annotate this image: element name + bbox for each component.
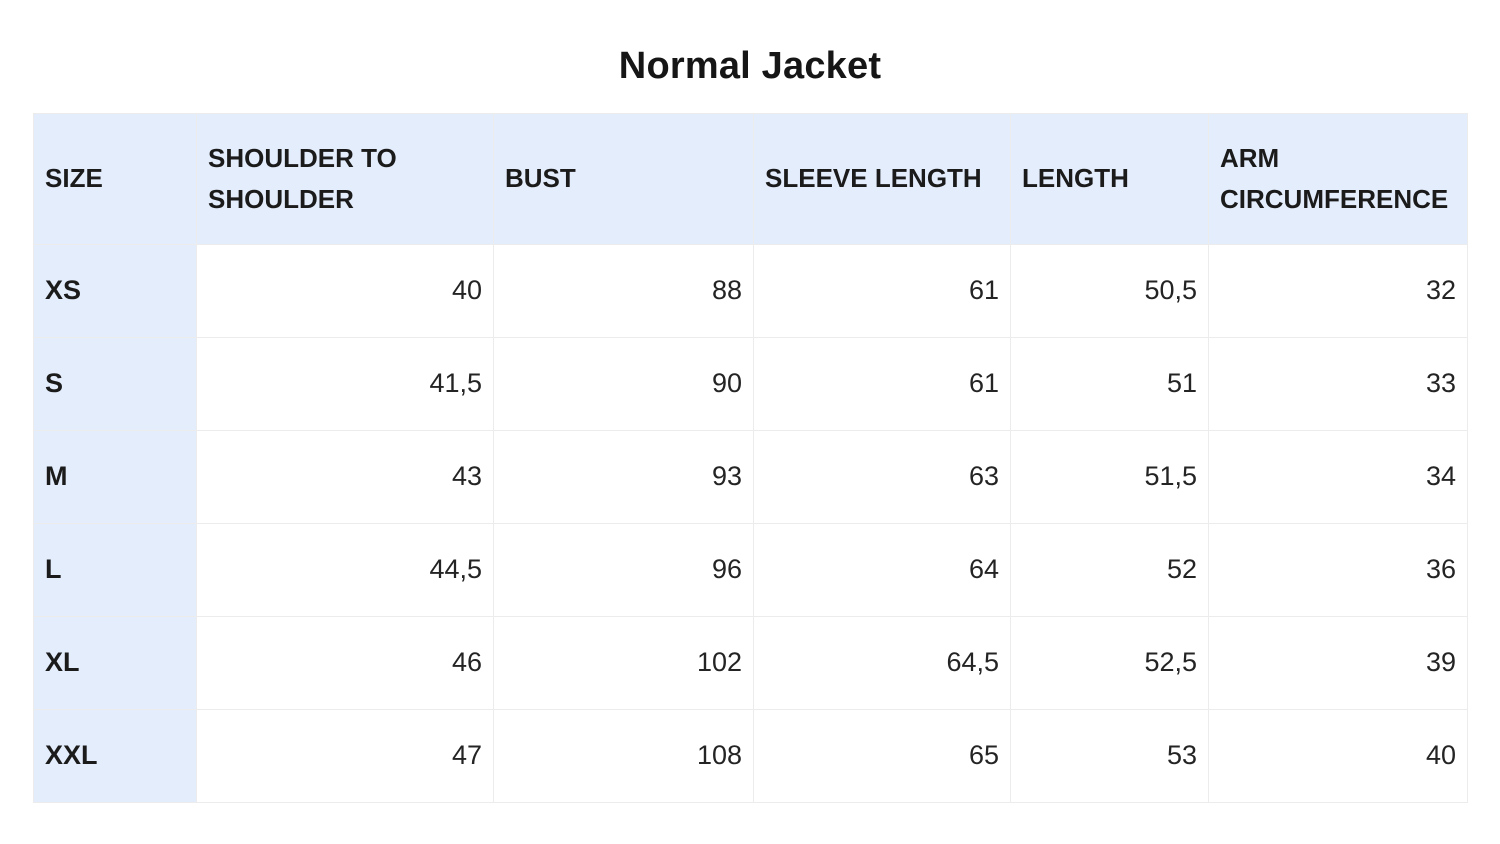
table-row-s: S 41,5 90 61 51 33 (33, 336, 1468, 431)
measurement-cell: 64 (753, 522, 1011, 617)
measurement-cell: 90 (493, 336, 754, 431)
table-row-m: M 43 93 63 51,5 34 (33, 429, 1468, 524)
column-header-size: SIZE (33, 112, 197, 245)
measurement-cell: 52 (1010, 522, 1209, 617)
measurement-cell: 102 (493, 615, 754, 710)
measurement-cell: 47 (196, 708, 494, 803)
column-header-sleeve-length: SLEEVE LENGTH (753, 112, 1011, 245)
size-cell: M (33, 429, 197, 524)
table-row-xl: XL 46 102 64,5 52,5 39 (33, 615, 1468, 710)
column-header-bust: BUST (493, 112, 754, 245)
measurement-cell: 63 (753, 429, 1011, 524)
size-chart-table: SIZE SHOULDER TO SHOULDER BUST SLEEVE LE… (33, 112, 1468, 803)
measurement-cell: 96 (493, 522, 754, 617)
size-cell: S (33, 336, 197, 431)
column-header-arm-circumference: ARM CIRCUMFERENCE (1208, 112, 1468, 245)
measurement-cell: 88 (493, 243, 754, 338)
size-cell: XXL (33, 708, 197, 803)
measurement-cell: 40 (1208, 708, 1468, 803)
measurement-cell: 64,5 (753, 615, 1011, 710)
measurement-cell: 44,5 (196, 522, 494, 617)
measurement-cell: 61 (753, 336, 1011, 431)
column-header-length: LENGTH (1010, 112, 1209, 245)
measurement-cell: 40 (196, 243, 494, 338)
measurement-cell: 32 (1208, 243, 1468, 338)
measurement-cell: 52,5 (1010, 615, 1209, 710)
measurement-cell: 65 (753, 708, 1011, 803)
measurement-cell: 46 (196, 615, 494, 710)
size-cell: XS (33, 243, 197, 338)
table-row-l: L 44,5 96 64 52 36 (33, 522, 1468, 617)
measurement-cell: 41,5 (196, 336, 494, 431)
header-row: SIZE SHOULDER TO SHOULDER BUST SLEEVE LE… (33, 112, 1468, 245)
measurement-cell: 51,5 (1010, 429, 1209, 524)
measurement-cell: 51 (1010, 336, 1209, 431)
measurement-cell: 34 (1208, 429, 1468, 524)
table-row-xxl: XXL 47 108 65 53 40 (33, 708, 1468, 803)
size-cell: L (33, 522, 197, 617)
measurement-cell: 93 (493, 429, 754, 524)
measurement-cell: 39 (1208, 615, 1468, 710)
measurement-cell: 108 (493, 708, 754, 803)
measurement-cell: 61 (753, 243, 1011, 338)
page-title: Normal Jacket (618, 45, 882, 87)
table-row-xs: XS 40 88 61 50,5 32 (33, 243, 1468, 338)
measurement-cell: 33 (1208, 336, 1468, 431)
size-cell: XL (33, 615, 197, 710)
measurement-cell: 36 (1208, 522, 1468, 617)
measurement-cell: 50,5 (1010, 243, 1209, 338)
measurement-cell: 43 (196, 429, 494, 524)
measurement-cell: 53 (1010, 708, 1209, 803)
column-header-shoulder-to-shoulder: SHOULDER TO SHOULDER (196, 112, 494, 245)
